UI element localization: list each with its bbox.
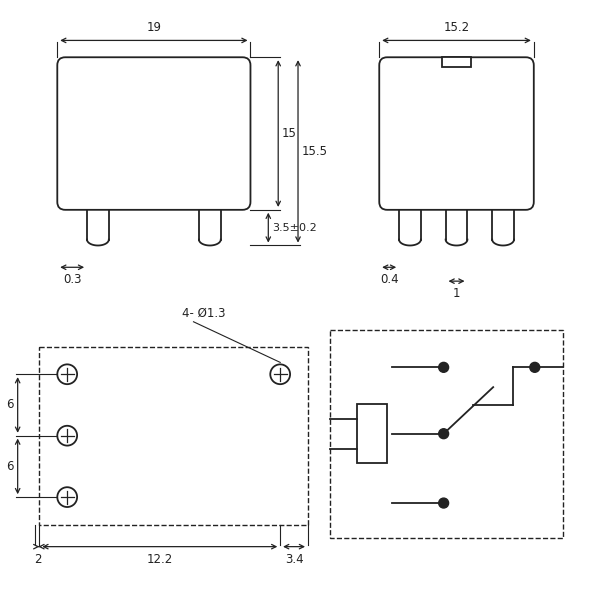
- Circle shape: [439, 362, 449, 372]
- Circle shape: [439, 429, 449, 438]
- Circle shape: [57, 426, 77, 446]
- Text: 6: 6: [6, 460, 14, 473]
- FancyBboxPatch shape: [379, 57, 534, 210]
- Circle shape: [270, 364, 290, 384]
- Text: 0.4: 0.4: [380, 273, 398, 286]
- Text: 0.3: 0.3: [63, 273, 82, 286]
- Circle shape: [57, 487, 77, 507]
- Text: 19: 19: [146, 21, 161, 34]
- Bar: [40, 346, 308, 525]
- Text: 2: 2: [34, 552, 41, 565]
- Text: 3.5±0.2: 3.5±0.2: [272, 223, 317, 233]
- Text: 15.2: 15.2: [443, 21, 470, 34]
- Text: 1: 1: [453, 287, 460, 300]
- Text: 3.4: 3.4: [285, 552, 304, 565]
- Circle shape: [530, 362, 540, 372]
- Bar: [330, 330, 563, 538]
- Text: 6: 6: [6, 399, 14, 412]
- Bar: [442, 57, 472, 67]
- FancyBboxPatch shape: [57, 57, 250, 210]
- Circle shape: [57, 364, 77, 384]
- Bar: [358, 404, 387, 463]
- Text: 15.5: 15.5: [302, 145, 328, 158]
- Text: 15: 15: [282, 127, 297, 140]
- Text: 12.2: 12.2: [146, 552, 173, 565]
- Text: 4- Ø1.3: 4- Ø1.3: [182, 307, 225, 320]
- Circle shape: [439, 498, 449, 508]
